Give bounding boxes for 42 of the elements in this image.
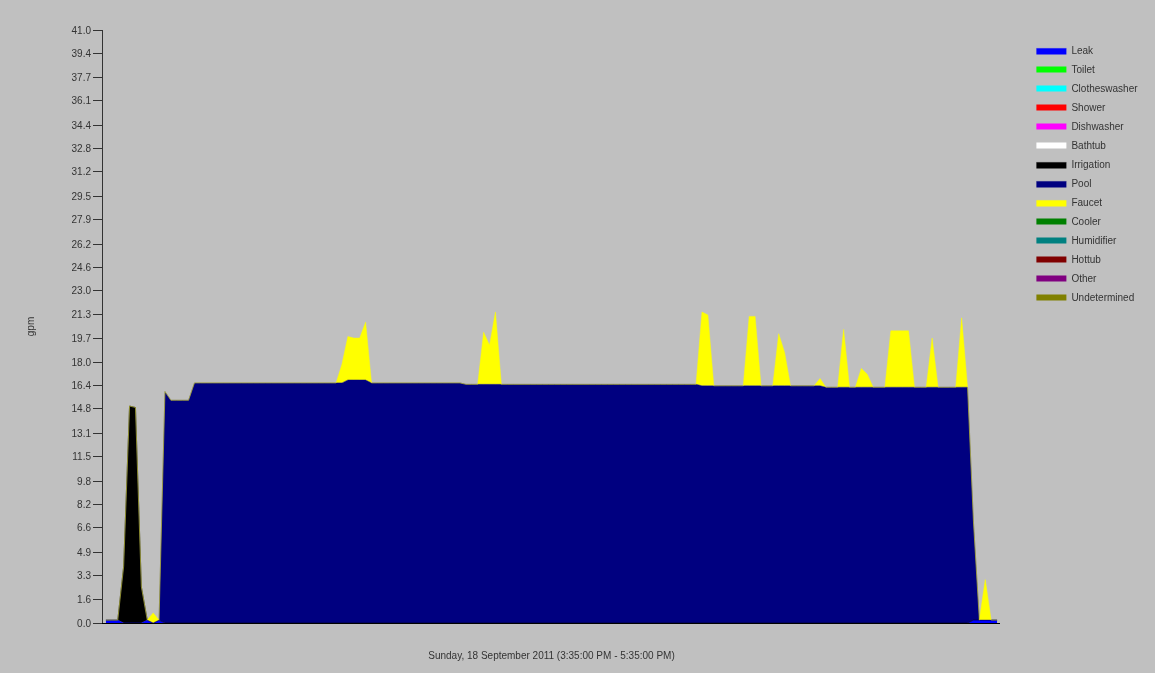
- legend-label: Toilet: [1071, 64, 1095, 76]
- y-tick-label: 29.5: [71, 190, 92, 202]
- y-tick-label: 1.6: [77, 594, 92, 606]
- y-tick-label: 6.6: [77, 522, 92, 534]
- y-tick-label: 41.0: [71, 24, 92, 36]
- legend-label: Leak: [1071, 45, 1095, 57]
- y-tick-label: 27.9: [71, 213, 92, 225]
- y-tick-label: 18.0: [71, 357, 92, 369]
- x-axis-title: Sunday, 18 September 2011 (3:35:00 PM - 5:35:00 PM): [428, 649, 675, 661]
- y-tick-label: 4.9: [77, 546, 92, 558]
- legend-label: Dishwasher: [1071, 121, 1125, 133]
- legend-label: Other: [1071, 273, 1098, 285]
- y-tick-label: 32.8: [71, 143, 92, 155]
- legend-label: Cooler: [1071, 216, 1102, 228]
- y-tick-label: 31.2: [71, 166, 92, 178]
- y-tick-label: 21.3: [71, 309, 92, 321]
- legend-label: Faucet: [1071, 197, 1103, 209]
- y-tick-label: 26.2: [71, 238, 92, 250]
- legend-label: Humidifier: [1071, 235, 1118, 247]
- legend-label: Bathtub: [1071, 140, 1107, 152]
- legend-label: Clotheswasher: [1071, 83, 1139, 95]
- y-tick-label: 34.4: [71, 119, 92, 131]
- y-tick-label: 19.7: [71, 332, 92, 344]
- y-tick-label: 23.0: [71, 284, 92, 296]
- y-tick-label: 0.0: [77, 617, 92, 629]
- y-tick-label: 11.5: [72, 451, 92, 463]
- legend-label: Shower: [1071, 102, 1106, 114]
- y-tick-label: 37.7: [71, 72, 92, 84]
- legend-label: Irrigation: [1071, 159, 1111, 171]
- y-tick-label: 9.8: [77, 475, 92, 487]
- y-axis-title: gpm: [24, 316, 36, 337]
- y-tick-label: 13.1: [71, 428, 92, 440]
- y-tick-label: 14.8: [71, 403, 92, 415]
- legend-label: Hottub: [1071, 254, 1102, 266]
- y-tick-label: 24.6: [71, 261, 92, 273]
- y-tick-label: 16.4: [71, 380, 92, 392]
- legend-label: Pool: [1071, 178, 1092, 190]
- y-tick-label: 3.3: [77, 569, 92, 581]
- y-tick-label: 8.2: [77, 498, 92, 510]
- y-tick-label: 39.4: [71, 47, 92, 59]
- legend-label: Undetermined: [1071, 292, 1135, 304]
- y-tick-label: 36.1: [71, 95, 92, 107]
